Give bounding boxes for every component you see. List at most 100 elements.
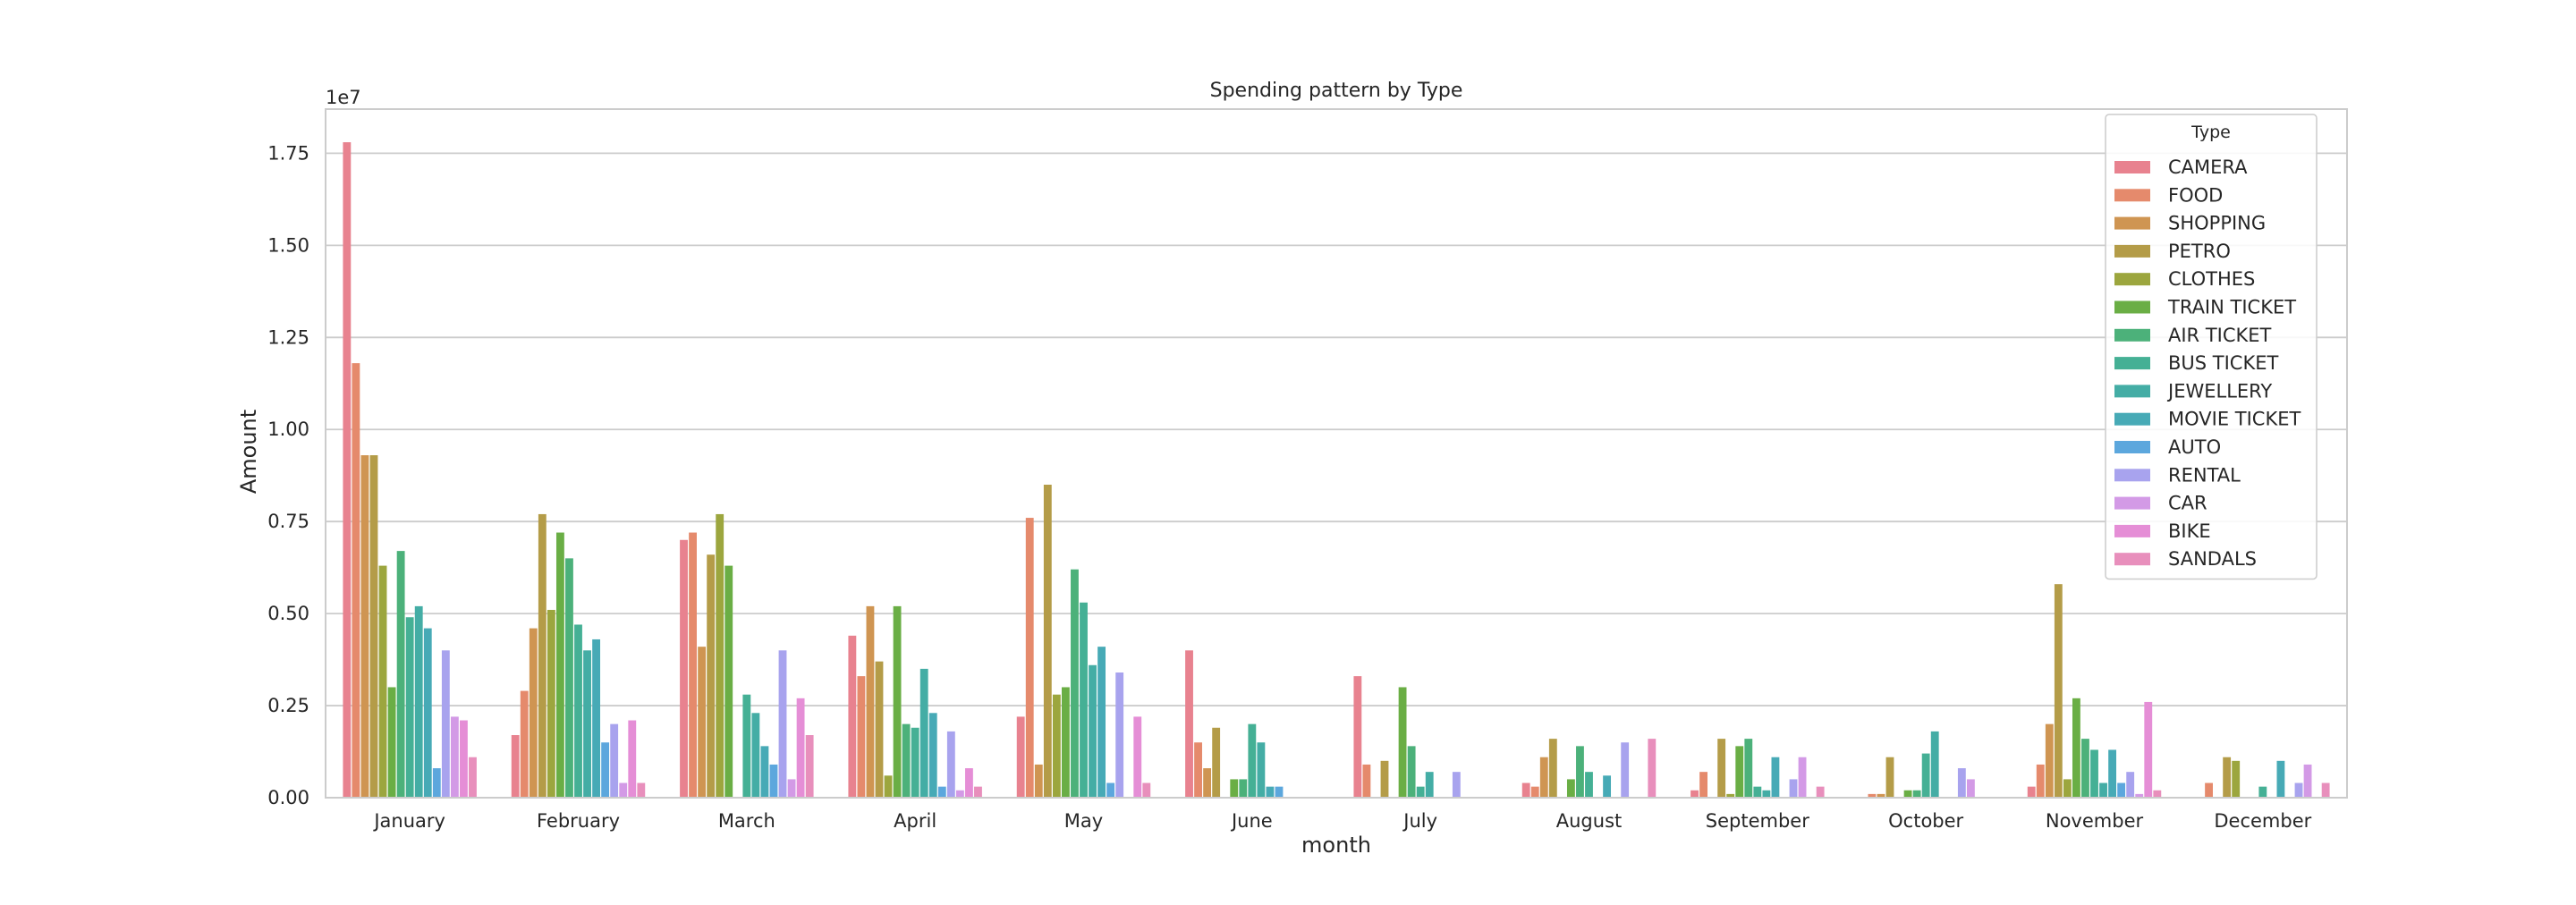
bar-auto-may <box>1106 782 1115 798</box>
bar-car-january <box>450 716 459 798</box>
bar-air-ticket-september <box>1744 739 1753 798</box>
bar-shopping-june <box>1203 768 1212 798</box>
bar-bike-february <box>628 720 637 798</box>
bar-train-ticket-november <box>2072 698 2080 798</box>
y-tick-label: 1.75 <box>267 142 309 164</box>
bar-bus-ticket-october <box>1921 753 1930 798</box>
gridlines <box>326 152 2347 799</box>
bar-food-august <box>1530 786 1539 798</box>
bar-bike-march <box>796 698 805 798</box>
bar-rental-october <box>1957 768 1966 798</box>
bar-train-ticket-january <box>387 687 396 798</box>
bar-bus-ticket-september <box>1753 786 1762 798</box>
bar-shopping-may <box>1034 764 1043 798</box>
bar-movie-ticket-january <box>423 628 432 798</box>
bar-sandals-november <box>2153 790 2162 798</box>
bar-food-july <box>1362 764 1371 798</box>
legend-swatch <box>2114 553 2150 566</box>
bar-air-ticket-january <box>396 551 405 798</box>
plot-frame <box>325 108 2348 799</box>
bar-air-ticket-june <box>1239 779 1248 798</box>
bar-shopping-april <box>866 605 875 798</box>
bar-jewellery-march <box>751 713 760 798</box>
bar-car-april <box>955 790 964 798</box>
legend-label: TRAIN TICKET <box>2167 297 2296 318</box>
bar-petro-july <box>1380 760 1389 798</box>
bar-air-ticket-november <box>2081 739 2089 798</box>
bar-petro-february <box>538 513 547 798</box>
bar-jewellery-april <box>919 668 928 798</box>
bar-petro-may <box>1043 485 1052 798</box>
bar-rental-december <box>2294 782 2303 798</box>
bar-rental-april <box>946 731 955 798</box>
bar-petro-april <box>875 661 884 798</box>
bar-bus-ticket-november <box>2090 749 2098 798</box>
bar-camera-july <box>1353 676 1362 798</box>
legend-label: FOOD <box>2168 184 2223 206</box>
bar-clothes-march <box>716 513 724 798</box>
bar-food-september <box>1699 772 1707 798</box>
bar-movie-ticket-june <box>1266 786 1275 798</box>
bar-train-ticket-may <box>1061 687 1070 798</box>
bar-air-ticket-february <box>565 558 573 798</box>
bar-air-ticket-august <box>1576 746 1584 798</box>
bar-rental-march <box>778 650 787 798</box>
bar-jewellery-july <box>1425 772 1434 798</box>
legend-label: SANDALS <box>2168 548 2257 570</box>
legend-label: CAMERA <box>2168 156 2248 178</box>
bar-petro-august <box>1548 739 1557 798</box>
bar-movie-ticket-february <box>592 639 601 798</box>
bar-shopping-march <box>698 647 707 798</box>
x-tick-label: January <box>372 810 445 832</box>
legend-label: CLOTHES <box>2168 268 2255 290</box>
legend-swatch <box>2114 385 2150 398</box>
y-tick-label: 0.50 <box>267 603 309 624</box>
bar-auto-april <box>937 786 946 798</box>
legend-swatch <box>2114 216 2150 230</box>
bar-auto-november <box>2117 782 2126 798</box>
bar-food-december <box>2205 782 2213 798</box>
legend-label: AIR TICKET <box>2168 325 2272 346</box>
bar-petro-september <box>1717 739 1726 798</box>
x-tick-label: December <box>2214 810 2311 832</box>
y-axis-label: Amount <box>236 410 261 494</box>
bar-car-february <box>619 782 628 798</box>
bar-clothes-february <box>547 610 555 798</box>
bar-car-march <box>787 779 796 798</box>
bar-sandals-march <box>805 735 814 798</box>
bar-rental-july <box>1452 772 1461 798</box>
legend-swatch <box>2114 244 2150 258</box>
bar-food-november <box>2036 764 2045 798</box>
bar-car-december <box>2303 764 2312 798</box>
bar-camera-april <box>848 635 857 798</box>
bar-bus-ticket-december <box>2258 786 2267 798</box>
legend-label: JEWELLERY <box>2166 380 2272 402</box>
bar-movie-ticket-november <box>2108 749 2117 798</box>
bar-sandals-february <box>637 782 646 798</box>
bar-petro-december <box>2223 757 2232 798</box>
bar-camera-august <box>1521 782 1530 798</box>
x-tick-label: February <box>537 810 620 832</box>
legend-label: BIKE <box>2168 520 2211 542</box>
bar-car-september <box>1798 757 1807 798</box>
bar-rental-february <box>610 723 619 798</box>
legend-label: MOVIE TICKET <box>2168 409 2301 430</box>
bar-car-october <box>1966 779 1975 798</box>
y-tick-label: 1.50 <box>267 234 309 256</box>
legend-swatch <box>2114 496 2150 510</box>
x-tick-label: August <box>1556 810 1623 832</box>
legend-swatch <box>2114 441 2150 453</box>
bar-camera-november <box>2027 786 2036 798</box>
bar-sandals-december <box>2321 782 2330 798</box>
bar-clothes-may <box>1052 694 1061 798</box>
legend-label: SHOPPING <box>2168 213 2266 234</box>
y-tick-label: 0.00 <box>267 787 309 808</box>
legend-swatch <box>2114 189 2150 202</box>
bar-bus-ticket-march <box>742 694 751 798</box>
bar-food-october <box>1868 793 1877 798</box>
bar-shopping-august <box>1539 757 1548 798</box>
bar-air-ticket-october <box>1912 790 1921 798</box>
bar-bike-may <box>1133 716 1142 798</box>
bar-rental-august <box>1621 742 1630 798</box>
